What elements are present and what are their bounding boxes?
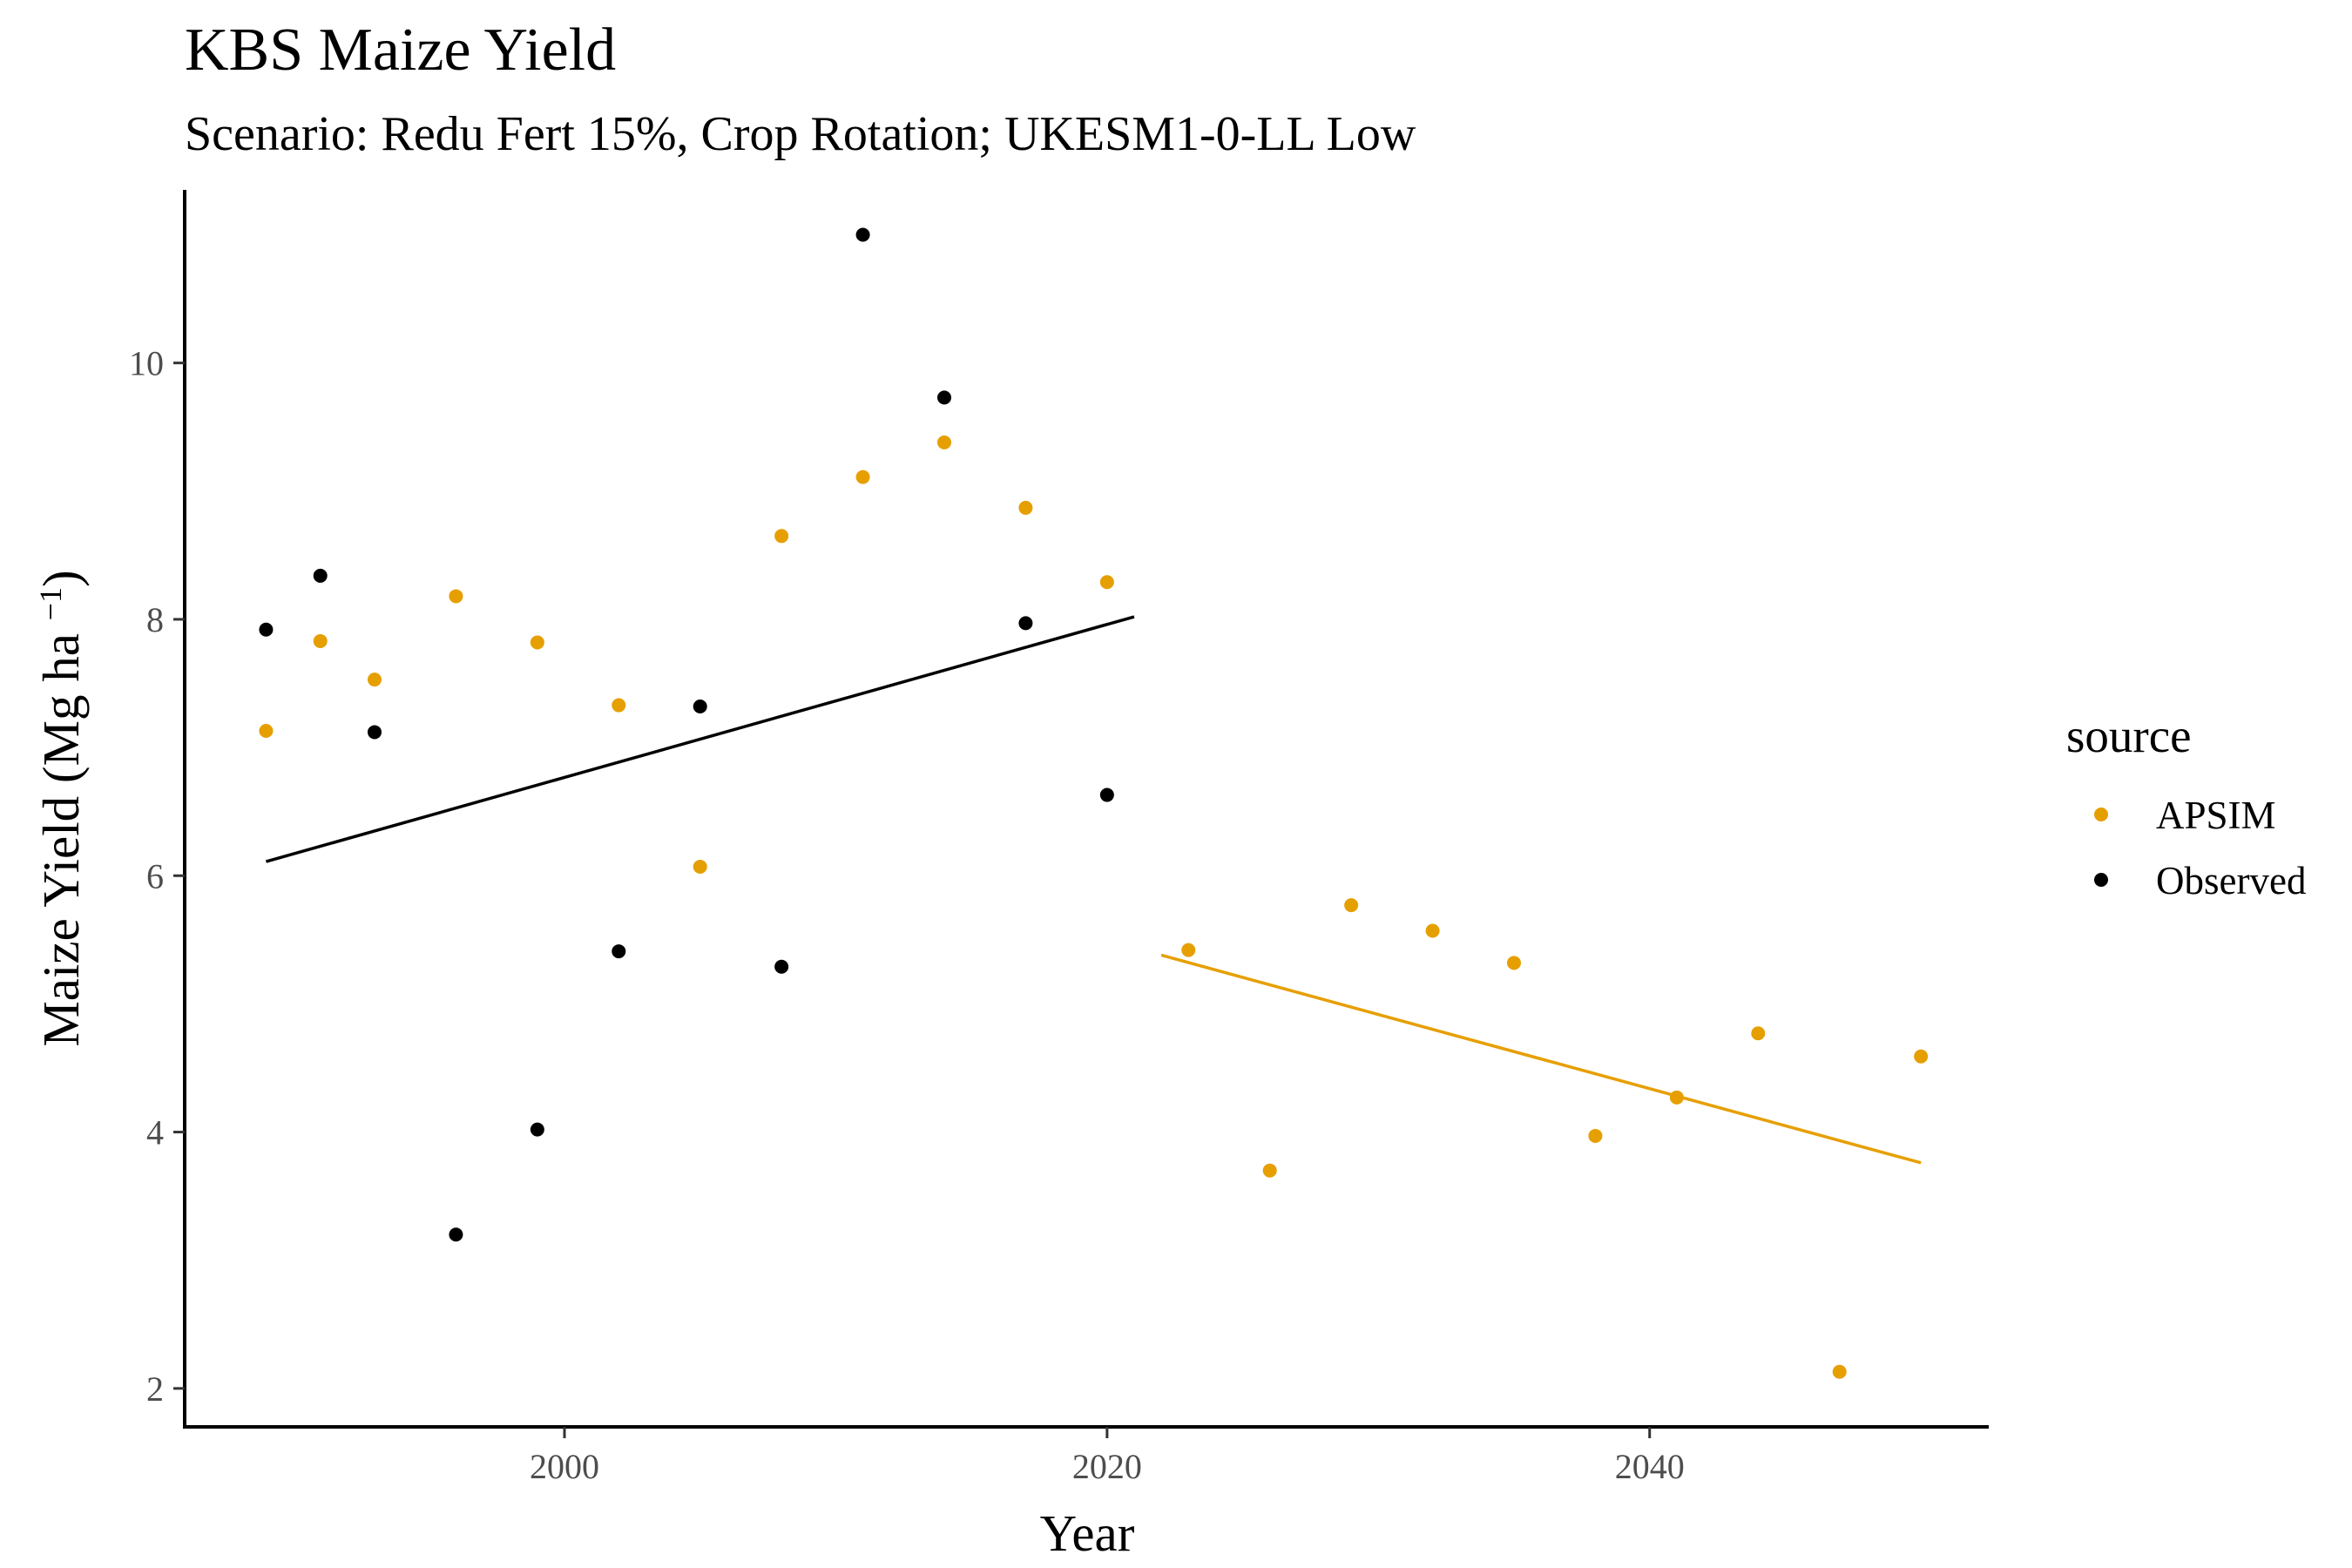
x-tick-label: 2040 <box>1615 1447 1685 1486</box>
point-apsim <box>1588 1128 1603 1143</box>
legend-key-apsim <box>2094 808 2108 821</box>
plot-panel <box>259 227 1929 1379</box>
point-apsim <box>259 723 274 738</box>
x-tick-label: 2000 <box>530 1447 599 1486</box>
y-axis-ticks: 2 4 6 8 10 <box>129 344 185 1409</box>
point-apsim <box>1425 923 1440 938</box>
point-apsim <box>1914 1049 1929 1064</box>
y-axis-title: Maize Yield (Mg ha −1) <box>32 570 90 1046</box>
y-axis-title-main: Maize Yield (Mg ha <box>32 620 90 1046</box>
trend-lines <box>265 615 1922 1165</box>
legend-key-observed <box>2094 873 2108 887</box>
legend-label-apsim: APSIM <box>2156 794 2276 837</box>
y-tick-label: 2 <box>146 1369 164 1409</box>
chart-subtitle: Scenario: Redu Fert 15%, Crop Rotation; … <box>185 107 1416 161</box>
y-tick-label: 4 <box>146 1113 164 1152</box>
point-observed <box>259 622 274 637</box>
point-apsim <box>368 672 382 687</box>
point-observed <box>313 568 328 583</box>
point-observed <box>937 390 951 405</box>
legend-label-observed: Observed <box>2156 859 2306 902</box>
data-points <box>259 227 1929 1379</box>
x-axis-title: Year <box>1040 1504 1135 1562</box>
point-apsim <box>937 435 951 449</box>
point-apsim <box>1018 500 1033 515</box>
point-apsim <box>1669 1090 1684 1105</box>
point-observed <box>693 700 707 714</box>
point-apsim <box>693 859 707 874</box>
y-tick-label: 8 <box>146 600 164 639</box>
point-observed <box>449 1227 463 1242</box>
point-observed <box>774 959 789 974</box>
point-observed <box>1099 787 1114 802</box>
x-tick-label: 2020 <box>1072 1447 1142 1486</box>
point-apsim <box>1099 575 1114 590</box>
point-apsim <box>1751 1026 1766 1041</box>
chart-title: KBS Maize Yield <box>185 17 616 84</box>
point-apsim <box>1344 898 1359 913</box>
point-apsim <box>1832 1364 1847 1379</box>
point-observed <box>612 944 626 959</box>
point-observed <box>530 1122 544 1137</box>
y-axis-title-close: ) <box>32 570 90 587</box>
point-apsim <box>612 698 626 713</box>
point-apsim <box>449 589 463 604</box>
trend-line-apsim <box>1160 953 1922 1165</box>
point-observed <box>855 227 870 242</box>
point-apsim <box>530 635 544 650</box>
point-apsim <box>1507 956 1521 970</box>
point-apsim <box>313 633 328 648</box>
trend-line-observed <box>265 615 1135 863</box>
legend: source APSIM Observed <box>2066 709 2306 902</box>
y-tick-label: 10 <box>129 344 164 383</box>
x-axis-ticks: 2000 2020 2040 <box>530 1427 1685 1486</box>
point-apsim <box>774 529 789 544</box>
point-apsim <box>1262 1163 1277 1178</box>
point-apsim <box>1181 943 1196 957</box>
y-tick-label: 6 <box>146 856 164 896</box>
y-axis-title-superscript: −1 <box>33 587 68 620</box>
point-observed <box>368 725 382 740</box>
point-observed <box>1018 616 1033 631</box>
legend-title: source <box>2066 709 2192 762</box>
point-apsim <box>855 470 870 484</box>
